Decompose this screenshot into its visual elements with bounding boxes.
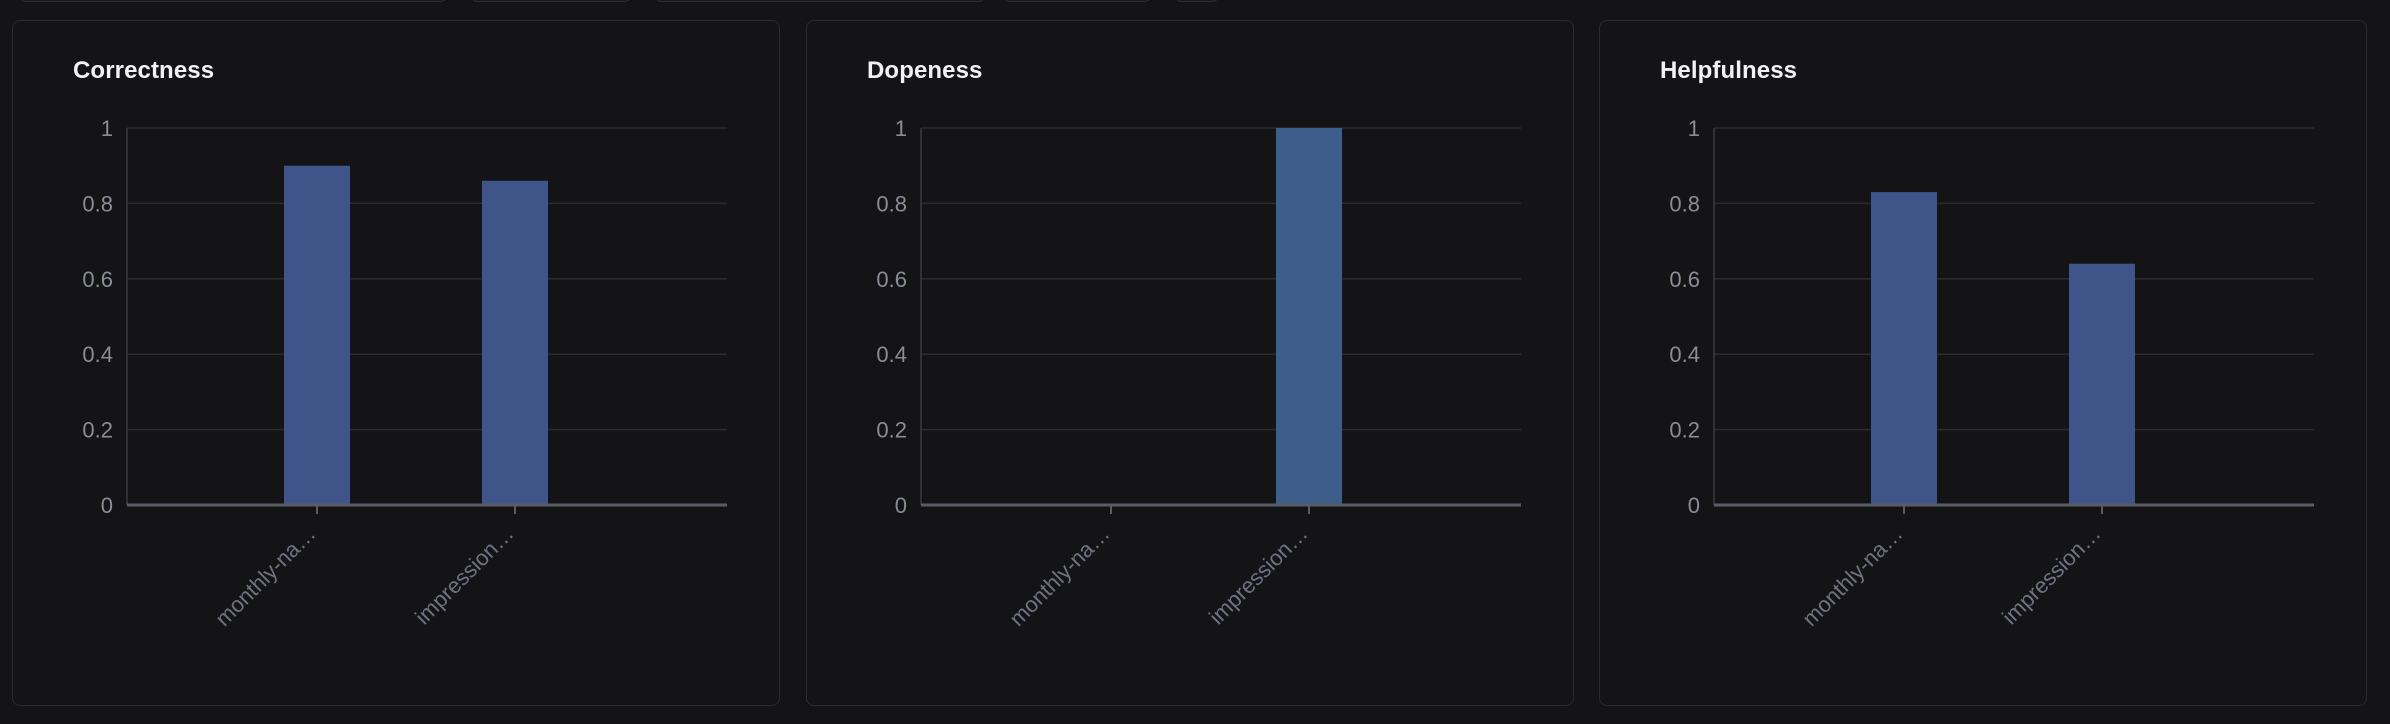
bar-chart-dopeness: 0 0.2 0.4 0.6 0.8 1 monthly-na… impression… — [876, 116, 1521, 631]
bar-chart-helpfulness: 0 0.2 0.4 0.6 0.8 1 monthly-na… impression… — [1669, 116, 2314, 631]
y-tick-label: 0.2 — [1669, 418, 1700, 443]
y-tick-label: 0 — [895, 493, 907, 518]
y-tick-label: 0.2 — [82, 418, 113, 443]
y-tick-label: 0.6 — [82, 267, 113, 292]
x-category-label: monthly-na… — [1004, 521, 1114, 631]
y-tick-label: 1 — [101, 116, 113, 141]
top-control-2[interactable] — [470, 0, 632, 2]
bar — [1871, 192, 1937, 505]
y-tick-label: 0.4 — [876, 342, 907, 367]
top-controls-strip — [0, 0, 2390, 4]
chart-title: Dopeness — [867, 57, 983, 84]
y-tick-label: 0.8 — [876, 191, 907, 216]
chart-panel-dopeness: Dopeness 0 0.2 0.4 0.6 0.8 1 monthly-na… impres… — [806, 20, 1574, 706]
x-category-label: impression… — [1204, 521, 1312, 629]
x-category-label: impression… — [410, 521, 518, 629]
x-category-label: monthly-na… — [210, 521, 320, 631]
top-control-5[interactable] — [1174, 0, 1220, 2]
bar — [2069, 263, 2135, 505]
y-tick-label: 0 — [1688, 493, 1700, 518]
y-tick-label: 0.6 — [1669, 267, 1700, 292]
top-control-1[interactable] — [18, 0, 448, 2]
bar — [482, 180, 548, 505]
y-tick-label: 0.4 — [82, 342, 113, 367]
top-control-3[interactable] — [654, 0, 986, 2]
top-control-4[interactable] — [1002, 0, 1152, 2]
chart-title: Correctness — [73, 57, 215, 84]
bar — [284, 165, 350, 505]
y-tick-label: 0.6 — [876, 267, 907, 292]
y-tick-label: 0.8 — [82, 191, 113, 216]
y-tick-label: 0 — [101, 493, 113, 518]
y-tick-label: 0.2 — [876, 418, 907, 443]
y-tick-label: 1 — [895, 116, 907, 141]
chart-panel-helpfulness: Helpfulness 0 0.2 0.4 0.6 0.8 1 monthly-na… imp… — [1599, 20, 2367, 706]
y-tick-label: 0.4 — [1669, 342, 1700, 367]
chart-title: Helpfulness — [1660, 57, 1798, 84]
y-tick-label: 1 — [1688, 116, 1700, 141]
x-category-label: monthly-na… — [1797, 521, 1907, 631]
x-category-label: impression… — [1997, 521, 2105, 629]
chart-panel-correctness: Correctness 0 0.2 0.4 0.6 0.8 1 monthly-na… imp… — [12, 20, 780, 706]
bar-chart-correctness: 0 0.2 0.4 0.6 0.8 1 monthly-na… impression… — [82, 116, 727, 631]
bar — [1276, 128, 1342, 505]
y-tick-label: 0.8 — [1669, 191, 1700, 216]
